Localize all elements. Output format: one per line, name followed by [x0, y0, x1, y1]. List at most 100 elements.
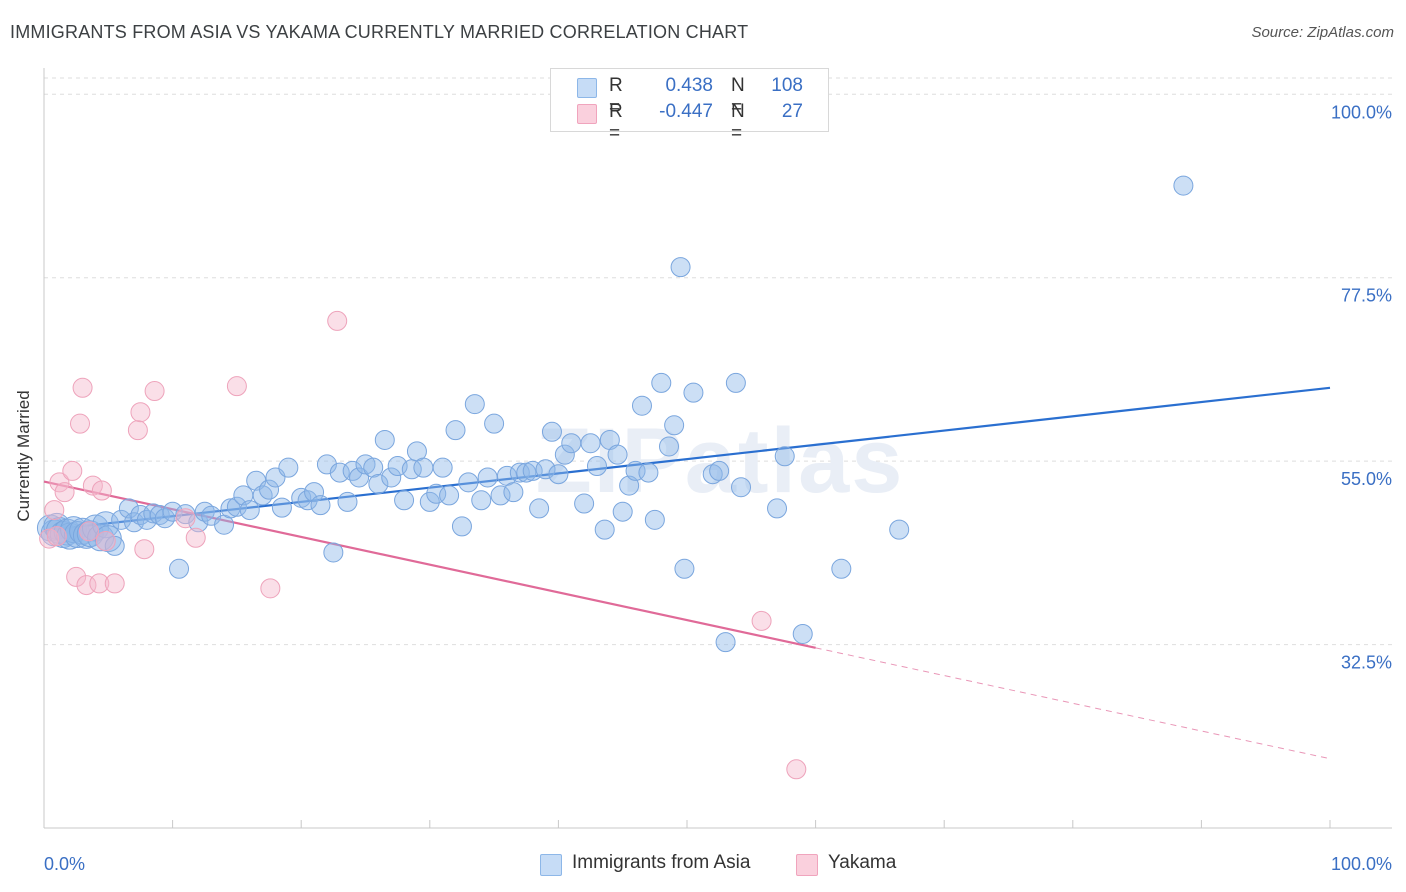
data-point-yakama: [39, 528, 60, 549]
data-point-asia: [670, 257, 691, 278]
x-tick-label: 100.0%: [1331, 854, 1392, 874]
data-point-yakama: [62, 460, 83, 481]
y-tick-label: 32.5%: [1341, 653, 1392, 673]
data-point-asia: [522, 460, 543, 481]
data-point-asia: [259, 479, 280, 500]
data-point-yakama: [226, 376, 247, 397]
legend-r-label: R =: [609, 75, 623, 118]
data-point-asia: [644, 509, 665, 530]
legend-n-label: N =: [731, 101, 745, 144]
data-point-yakama: [54, 482, 75, 503]
stats-legend: R = 0.438 N = 108 R = -0.447 N = 27: [550, 68, 829, 144]
legend-n-label: N =: [731, 75, 745, 118]
data-point-asia: [60, 516, 88, 544]
data-point-asia: [464, 394, 485, 415]
data-point-yakama: [79, 521, 100, 542]
data-point-asia: [683, 382, 704, 403]
data-point-yakama: [91, 480, 112, 501]
data-point-asia: [612, 501, 633, 522]
legend-n-value: 27: [781, 101, 803, 122]
data-point-asia: [337, 491, 358, 512]
data-point-asia: [445, 420, 466, 441]
data-point-asia: [594, 519, 615, 540]
data-point-asia: [451, 516, 472, 537]
x-tick-label: 0.0%: [44, 854, 85, 874]
data-point-yakama: [72, 377, 93, 398]
data-point-asia: [607, 444, 628, 465]
legend-label-asia: Immigrants from Asia: [572, 852, 751, 873]
data-point-asia: [149, 504, 170, 525]
data-point-asia: [509, 462, 530, 483]
data-point-asia: [439, 485, 460, 506]
data-point-asia: [731, 477, 752, 498]
data-point-yakama: [185, 527, 206, 548]
chart-title: IMMIGRANTS FROM ASIA VS YAKAMA CURRENTLY…: [10, 22, 749, 42]
data-point-yakama: [82, 475, 103, 496]
data-point-yakama: [130, 402, 151, 423]
data-point-yakama: [95, 531, 116, 552]
data-point-asia: [76, 520, 104, 548]
data-point-asia: [419, 491, 440, 512]
legend-swatch-asia: [540, 854, 562, 876]
data-point-asia: [169, 558, 190, 579]
data-point-asia: [541, 421, 562, 442]
trend-line-yakama-extension: [815, 647, 1331, 760]
data-point-asia: [278, 457, 299, 478]
data-point-asia: [458, 472, 479, 493]
data-point-asia: [709, 460, 730, 481]
data-point-asia: [792, 623, 813, 644]
data-point-asia: [574, 493, 595, 514]
data-point-asia: [725, 372, 746, 393]
data-point-asia: [297, 490, 318, 511]
grid-lines: [44, 77, 1392, 646]
data-point-asia: [323, 542, 344, 563]
data-point-asia: [664, 415, 685, 436]
data-point-asia: [316, 454, 337, 475]
y-tick-label: 55.0%: [1341, 469, 1392, 489]
data-point-yakama: [76, 575, 97, 596]
y-tick-label: 100.0%: [1331, 102, 1392, 122]
data-point-asia: [226, 496, 247, 517]
data-point-asia: [580, 433, 601, 454]
data-point-yakama: [89, 573, 110, 594]
data-point-asia: [349, 467, 370, 488]
data-point-asia: [477, 467, 498, 488]
data-point-asia: [368, 473, 389, 494]
legend-label-yakama: Yakama: [828, 852, 897, 873]
data-point-asia: [1173, 175, 1194, 196]
data-point-asia: [651, 372, 672, 393]
data-point-yakama: [327, 310, 348, 331]
data-point-asia: [381, 467, 402, 488]
legend-swatch-yakama: [796, 854, 818, 876]
data-points: [36, 175, 1194, 780]
data-point-asia: [374, 429, 395, 450]
data-point-yakama: [46, 526, 67, 547]
data-point-asia: [658, 436, 679, 457]
tick-labels: 32.5% 55.0% 77.5% 100.0% 0.0% 100.0%: [44, 102, 1392, 874]
data-point-asia: [490, 485, 511, 506]
data-point-asia: [715, 632, 736, 653]
data-point-yakama: [104, 573, 125, 594]
data-point-asia: [194, 501, 215, 522]
legend-r-label: R =: [609, 101, 623, 144]
data-point-asia: [529, 498, 550, 519]
data-point-asia: [674, 558, 695, 579]
data-point-yakama: [127, 420, 148, 441]
data-point-asia: [548, 464, 569, 485]
data-point-asia: [484, 413, 505, 434]
trend-line-yakama: [43, 480, 816, 649]
data-point-asia: [586, 456, 607, 477]
data-point-asia: [111, 509, 132, 530]
data-point-yakama: [70, 413, 91, 434]
source-credit: Source: ZipAtlas.com: [1251, 24, 1394, 41]
series-legend: Immigrants from Asia Yakama: [0, 852, 1406, 878]
data-point-asia: [175, 504, 196, 525]
legend-n-value: 108: [771, 75, 803, 96]
data-point-asia: [426, 483, 447, 504]
data-point-yakama: [260, 578, 281, 599]
legend-swatch-asia: [577, 78, 597, 98]
data-point-asia: [503, 482, 524, 503]
data-point-asia: [394, 490, 415, 511]
data-point-asia: [625, 460, 646, 481]
